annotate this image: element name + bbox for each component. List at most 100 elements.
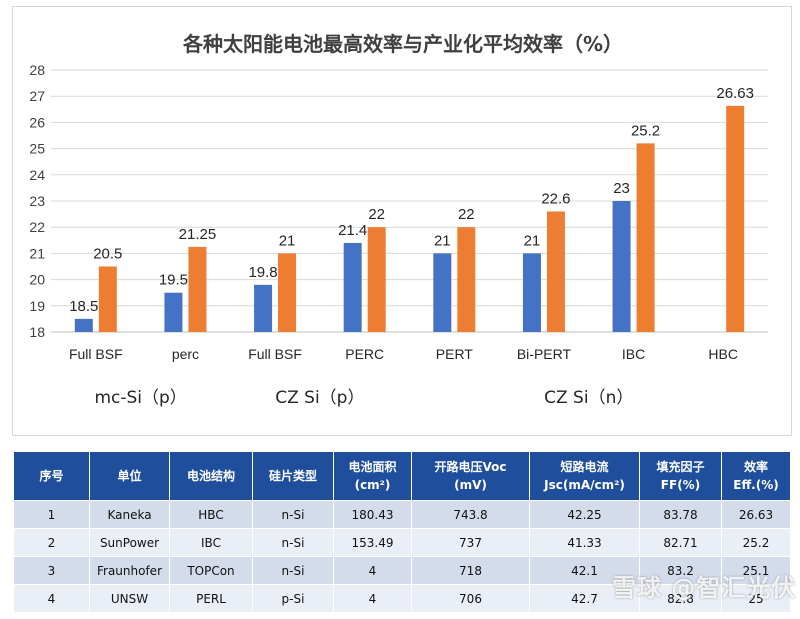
bar: [457, 227, 476, 332]
data-label: 21.25: [179, 226, 217, 243]
cell-efficiency: 25.1: [721, 556, 791, 585]
bar: [367, 227, 386, 332]
y-tick-label: 25: [29, 141, 45, 157]
cell-structure: IBC: [169, 528, 253, 557]
chart-panel: 各种太阳能电池最高效率与产业化平均效率（%） 18 19 20 21 22 23 24 25 26…: [12, 6, 792, 436]
header-voc: 开路电压Voc (mV): [411, 451, 530, 501]
y-tick-label: 23: [29, 193, 45, 209]
cell-ff: 82.71: [639, 528, 722, 557]
data-label: 21: [524, 232, 541, 249]
group-label: mc-Si（p）: [94, 388, 186, 408]
header-organization: 单位: [89, 451, 170, 501]
bar: [726, 105, 745, 332]
table-row: 3 Fraunhofer TOPCon n-Si 4 718 42.1 83.2…: [13, 556, 791, 585]
chart-title: 各种太阳能电池最高效率与产业化平均效率（%）: [182, 32, 623, 56]
y-tick-label: 28: [29, 62, 45, 78]
x-tick-label: IBC: [622, 346, 645, 362]
y-tick-label: 19: [29, 298, 45, 314]
x-tick-label: HBC: [708, 346, 738, 362]
bar: [636, 143, 655, 332]
bar: [98, 266, 117, 332]
cell-organization: Kaneka: [89, 500, 170, 529]
cell-organization: Fraunhofer: [89, 556, 170, 585]
cell-structure: HBC: [169, 500, 253, 529]
data-label: 21: [279, 232, 296, 249]
bar: [433, 253, 452, 332]
table-row: 2 SunPower IBC n-Si 153.49 737 41.33 82.…: [13, 528, 791, 557]
cell-efficiency: 25: [721, 584, 791, 613]
bar: [254, 284, 273, 332]
cell-jsc: 41.33: [529, 528, 640, 557]
y-tick-label: 22: [29, 219, 45, 235]
y-tick-label: 21: [29, 245, 45, 261]
cell-index: 2: [13, 528, 90, 557]
data-label: 21.4: [338, 222, 367, 239]
cell-organization: SunPower: [89, 528, 170, 557]
cell-jsc: 42.1: [529, 556, 640, 585]
bar-chart: 各种太阳能电池最高效率与产业化平均效率（%） 18 19 20 21 22 23 24 25 26…: [29, 32, 768, 408]
data-label: 19.5: [159, 272, 188, 289]
data-label: 20.5: [93, 246, 122, 263]
cell-ff: 83.2: [639, 556, 722, 585]
table-header-row: 序号 单位 电池结构 硅片类型 电池面积 (cm²) 开路电压Voc (mV) 短路…: [13, 451, 791, 501]
x-tick-label: Full BSF: [248, 346, 302, 362]
cell-index: 3: [13, 556, 90, 585]
header-cell-structure: 电池结构: [169, 451, 253, 501]
cell-structure: TOPCon: [169, 556, 253, 585]
cell-efficiency: 26.63: [721, 500, 791, 529]
group-label: CZ Si（n）: [544, 388, 633, 408]
data-label: 26.63: [716, 85, 754, 102]
cell-index: 4: [13, 584, 90, 613]
cell-efficiency: 25.2: [721, 528, 791, 557]
header-area: 电池面积 (cm²): [333, 451, 412, 501]
cell-voc: 706: [411, 584, 530, 613]
bar: [188, 246, 207, 332]
table-row: 1 Kaneka HBC n-Si 180.43 743.8 42.25 83.…: [13, 500, 791, 529]
cell-ff: 82.8: [639, 584, 722, 613]
data-label: 23: [613, 180, 630, 197]
bar: [612, 201, 631, 332]
cell-wafer: n-Si: [252, 556, 334, 585]
cell-area: 180.43: [333, 500, 412, 529]
data-label: 19.8: [248, 264, 277, 281]
cell-wafer: n-Si: [252, 500, 334, 529]
cell-voc: 737: [411, 528, 530, 557]
cell-area: 4: [333, 584, 412, 613]
y-tick-label: 18: [29, 324, 45, 340]
bar: [546, 211, 565, 332]
table-row: 4 UNSW PERL p-Si 4 706 42.7 82.8 25: [13, 584, 791, 613]
group-label: CZ Si（p）: [275, 388, 364, 408]
header-index: 序号: [13, 451, 90, 501]
y-tick-label: 24: [29, 167, 45, 183]
y-tick-label: 20: [29, 272, 45, 288]
bar: [522, 253, 541, 332]
x-tick-label: Bi-PERT: [517, 346, 572, 362]
bar: [74, 318, 93, 332]
bar: [343, 242, 362, 332]
header-wafer-type: 硅片类型: [252, 451, 334, 501]
bar: [164, 292, 183, 332]
efficiency-table: 序号 单位 电池结构 硅片类型 电池面积 (cm²) 开路电压Voc (mV) 短路…: [13, 451, 791, 613]
cell-structure: PERL: [169, 584, 253, 613]
cell-wafer: p-Si: [252, 584, 334, 613]
header-ff: 填充因子 FF(%): [639, 451, 722, 501]
cell-jsc: 42.7: [529, 584, 640, 613]
cell-wafer: n-Si: [252, 528, 334, 557]
watermark-text: 雪球 @智汇光伏: [612, 574, 797, 602]
x-tick-label: PERC: [345, 346, 384, 362]
data-label: 25.2: [631, 122, 660, 139]
data-label: 22.6: [541, 190, 570, 207]
header-jsc: 短路电流 Jsc(mA/cm²): [529, 451, 640, 501]
x-tick-label: PERT: [436, 346, 474, 362]
cell-ff: 83.78: [639, 500, 722, 529]
header-efficiency: 效率 Eff.(%): [721, 451, 791, 501]
x-tick-label: perc: [172, 346, 199, 362]
cell-voc: 743.8: [411, 500, 530, 529]
cell-area: 153.49: [333, 528, 412, 557]
y-tick-label: 27: [29, 88, 45, 104]
data-label: 21: [434, 232, 451, 249]
bar: [278, 253, 297, 332]
data-label: 18.5: [69, 298, 98, 315]
x-tick-label: Full BSF: [69, 346, 123, 362]
cell-area: 4: [333, 556, 412, 585]
